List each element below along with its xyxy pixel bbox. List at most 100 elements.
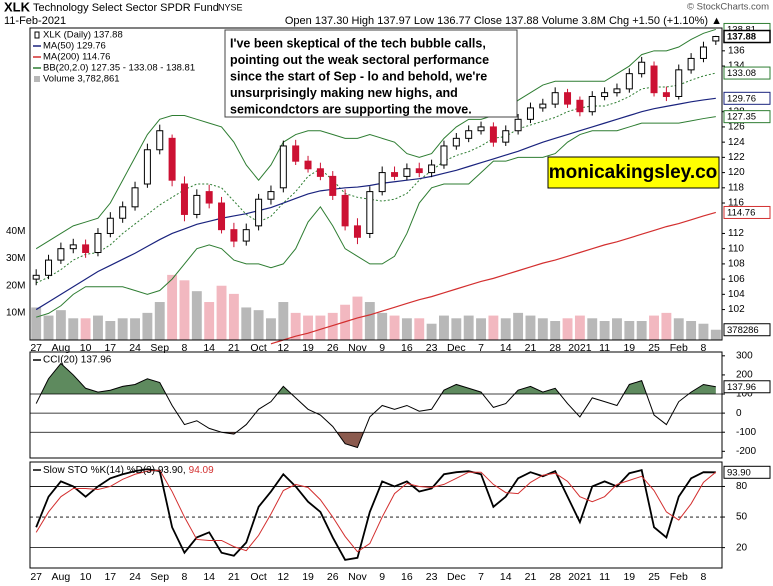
volume-bar	[476, 318, 486, 340]
x-tick-label: Dec	[447, 571, 466, 583]
candle-body	[378, 172, 386, 193]
candle-body	[168, 137, 176, 181]
volume-tick-label: 40M	[6, 226, 25, 237]
candle-body	[57, 248, 65, 261]
x-tick-label: 27	[30, 342, 42, 354]
volume-bar	[142, 312, 153, 340]
volume-bar	[315, 315, 326, 340]
volume-bar	[426, 323, 437, 340]
annotation-line: pointing out the weak sectoral performan…	[230, 53, 489, 67]
y-tick-label: 122	[728, 152, 745, 163]
y-tick-label: 100	[736, 389, 753, 400]
candle-body	[428, 164, 436, 174]
candle-body	[94, 232, 102, 253]
candle-body	[255, 198, 263, 227]
volume-bar	[513, 312, 524, 340]
volume-bar	[698, 323, 709, 340]
y-tick-label: 20	[736, 542, 748, 553]
cci-label: CCI(20) 137.96	[43, 355, 112, 366]
volume-bar	[401, 318, 412, 340]
candle-body	[156, 130, 164, 151]
fund-title: Technology Select Sector SPDR Fund	[33, 2, 219, 14]
volume-bar	[414, 318, 425, 340]
date: 11-Feb-2021	[4, 15, 66, 27]
legend-label: MA(50) 129.76	[43, 41, 106, 52]
indicator-line	[35, 468, 716, 561]
panel-frame	[29, 351, 723, 459]
volume-bar	[587, 318, 598, 340]
x-tick-label: 12	[277, 571, 289, 583]
candle-body	[391, 172, 399, 177]
x-tick-label: Feb	[670, 571, 688, 583]
candle-body	[143, 149, 151, 185]
watermark-box	[547, 156, 720, 189]
x-tick-label: Feb	[670, 342, 688, 354]
candle-body	[316, 168, 324, 177]
x-tick-label: 11	[599, 571, 610, 583]
x-tick-label: Aug	[52, 342, 71, 354]
candle-body	[489, 126, 497, 143]
volume-tick-label: 30M	[6, 253, 25, 264]
sto-d-value: 94.09	[189, 465, 214, 476]
exchange: NYSE	[218, 2, 243, 12]
x-tick-label: 16	[401, 571, 413, 583]
x-tick-label: 12	[277, 342, 289, 354]
x-tick-label: 7	[478, 342, 484, 354]
quote: Open 137.30 High 137.97 Low 136.77 Close…	[285, 15, 722, 27]
y-tick-label: 136	[728, 45, 745, 56]
candle-body	[712, 36, 720, 42]
y-tick-label: 200	[736, 370, 753, 381]
y-tick-label: 106	[728, 274, 745, 285]
x-tick-label: 23	[426, 342, 438, 354]
candle-body	[477, 126, 485, 132]
x-tick-label: 11	[599, 342, 610, 354]
volume-bar	[636, 321, 647, 340]
x-tick-label: 14	[203, 571, 215, 583]
x-tick-label: 26	[327, 571, 339, 583]
watermark: monicakingsley.co	[549, 162, 718, 183]
bb-upper	[35, 28, 716, 250]
volume-bar	[537, 318, 548, 340]
candle-body	[193, 194, 201, 215]
x-tick-label: Dec	[447, 342, 466, 354]
y-tick-label: 80	[736, 481, 748, 492]
candle-body	[119, 206, 127, 219]
volume-bar	[204, 302, 215, 340]
value-tag	[723, 91, 771, 105]
value-tag-label: 114.76	[727, 207, 755, 218]
annotation-line: semicondctors are supporting the move.	[230, 102, 472, 116]
value-tag-label: 137.96	[727, 382, 756, 393]
volume-bar	[500, 318, 511, 340]
volume-bar	[167, 274, 178, 340]
x-tick-label: Aug	[52, 571, 71, 583]
y-tick-label: -100	[736, 427, 756, 438]
candle-body	[279, 145, 287, 189]
legend-label: XLK (Daily) 137.88	[43, 30, 123, 41]
y-tick-label: 300	[736, 350, 753, 361]
candle-body	[131, 187, 139, 208]
legend-label: Volume 3,782,861	[43, 74, 120, 85]
value-tag	[723, 205, 771, 219]
volume-bar	[377, 312, 388, 340]
volume-bar	[303, 315, 313, 340]
value-tag	[723, 380, 771, 394]
indicator-fill	[221, 432, 364, 448]
x-tick-label: Sep	[150, 571, 169, 583]
x-tick-label: 8	[701, 342, 707, 354]
value-tag-label: 93.90	[727, 467, 751, 478]
candle-body	[638, 61, 646, 75]
candle-body	[440, 145, 448, 166]
candle-body	[353, 225, 361, 238]
candle-body	[452, 137, 460, 147]
x-tick-label: 21	[228, 571, 240, 583]
y-tick-label: 50	[736, 512, 748, 523]
annotation-line: since the start of Sep - lo and behold, …	[230, 69, 487, 83]
y-tick-label: 118	[728, 182, 744, 193]
x-tick-label: 21	[525, 571, 537, 583]
volume-bar	[228, 293, 239, 340]
volume-bar	[661, 312, 672, 340]
panel-frame	[29, 461, 723, 569]
candle-body	[564, 92, 572, 105]
volume-bar	[562, 318, 573, 340]
